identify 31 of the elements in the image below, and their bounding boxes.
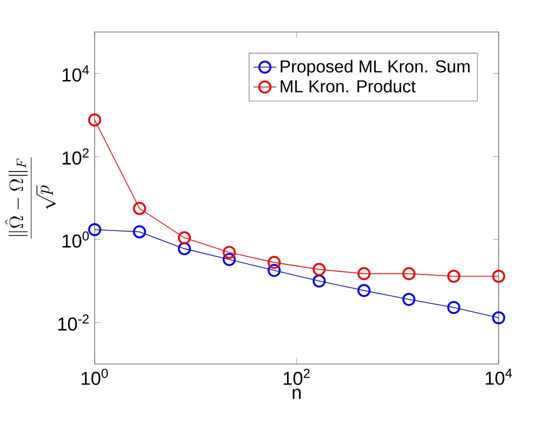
y-axis-title: $\frac{\|\hat{\Omega}-\Omega\|_F}{\sqrt{p}}$ bbox=[4, 158, 56, 239]
x-axis-title: n bbox=[292, 388, 301, 400]
point bbox=[222, 253, 236, 266]
legend-label: Proposed ML Kron. Sum bbox=[280, 60, 470, 76]
point bbox=[268, 256, 281, 270]
y-tick-label: 10$^{-2}$ bbox=[58, 314, 89, 331]
point bbox=[132, 225, 146, 239]
x-tick-label: 10$^{4}$ bbox=[486, 368, 512, 386]
x-tick-label: 10$^{2}$ bbox=[284, 368, 310, 386]
point bbox=[132, 202, 146, 216]
point bbox=[222, 246, 236, 260]
point bbox=[357, 267, 371, 280]
point bbox=[312, 263, 326, 276]
point bbox=[88, 223, 102, 236]
point bbox=[492, 270, 506, 283]
x-tick-label: 10$^{0}$ bbox=[82, 368, 108, 386]
y-tick-label: 10$^{0}$ bbox=[62, 232, 89, 248]
point bbox=[492, 311, 506, 324]
y-tick-label: 10$^{4}$ bbox=[62, 66, 89, 82]
point bbox=[402, 267, 416, 280]
point bbox=[178, 242, 191, 256]
point bbox=[88, 114, 102, 127]
point bbox=[447, 301, 460, 314]
legend-label: ML Kron. Product bbox=[280, 80, 416, 93]
point bbox=[178, 231, 191, 244]
point bbox=[447, 270, 460, 283]
y-tick-label: 10$^{2}$ bbox=[62, 148, 89, 165]
point bbox=[402, 293, 416, 306]
point bbox=[357, 284, 371, 298]
point bbox=[312, 274, 326, 288]
point bbox=[268, 264, 281, 278]
